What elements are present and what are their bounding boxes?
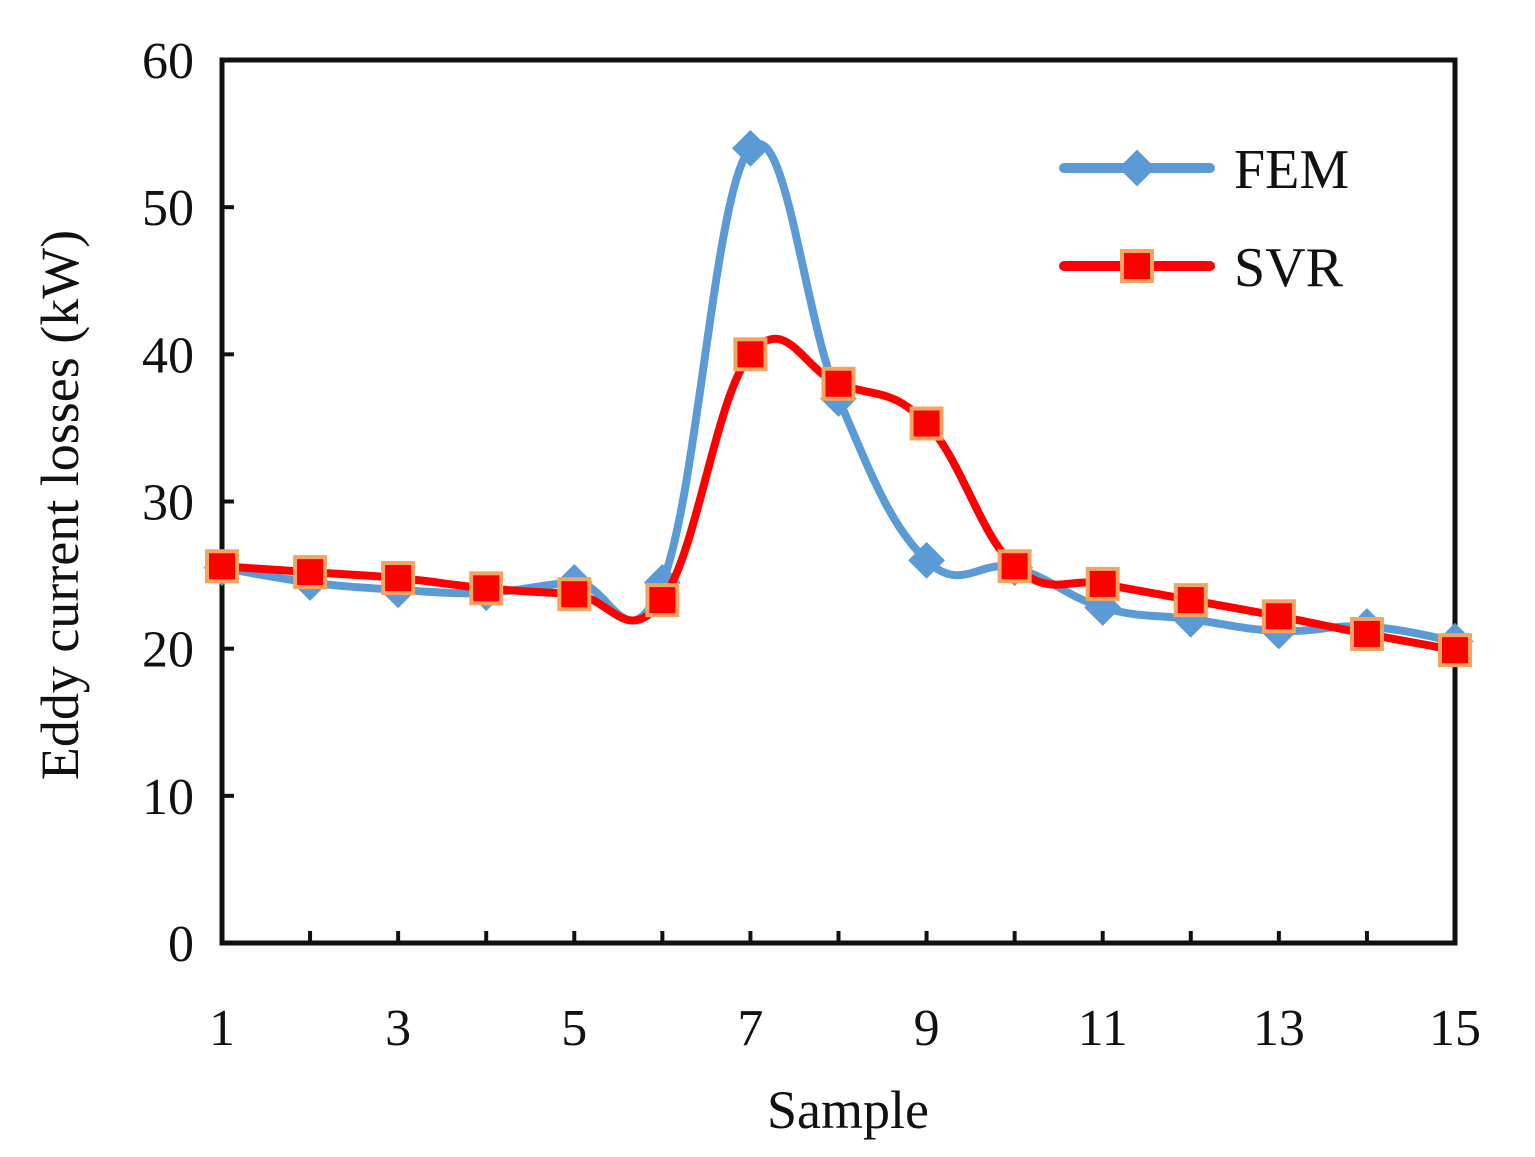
y-tick-label: 10 <box>142 769 194 826</box>
legend-label: SVR <box>1234 237 1344 299</box>
x-tick-label: 3 <box>385 1000 411 1057</box>
fem-point <box>908 541 945 579</box>
svr-point <box>1438 633 1472 668</box>
svr-point <box>997 549 1032 584</box>
svr-point <box>733 337 768 372</box>
y-tick-label: 0 <box>168 916 194 973</box>
svr-point-legend <box>1120 249 1154 283</box>
svr-point <box>1261 599 1296 634</box>
svr-point <box>1085 566 1120 601</box>
y-axis-title: Eddy current losses (kW) <box>30 230 90 780</box>
svr-line <box>218 334 1459 655</box>
svr-point <box>645 583 680 618</box>
fem-point-legend <box>1118 149 1156 187</box>
legend-label: FEM <box>1234 139 1349 201</box>
svr-point <box>557 577 592 612</box>
series-svr <box>205 334 1472 668</box>
svr-point <box>1349 616 1384 651</box>
y-tick-label: 30 <box>142 475 194 532</box>
x-tick-label: 7 <box>737 1000 763 1057</box>
x-tick-label: 15 <box>1429 1000 1481 1057</box>
x-tick-label: 5 <box>561 1000 587 1057</box>
x-tick-label: 13 <box>1253 1000 1305 1057</box>
x-axis-title: Sample <box>767 1080 929 1140</box>
x-tick-label: 9 <box>914 1000 940 1057</box>
x-tick-label: 1 <box>209 1000 235 1057</box>
fem-point <box>732 129 769 167</box>
y-tick-label: 20 <box>142 622 194 679</box>
svr-point <box>293 555 328 590</box>
svr-point <box>381 561 416 596</box>
y-tick-label: 40 <box>142 327 194 384</box>
x-tick-label: 11 <box>1078 1000 1128 1057</box>
svr-point <box>821 366 856 401</box>
legend-item-svr: SVR <box>1059 237 1344 299</box>
y-tick-label: 60 <box>142 33 194 90</box>
svr-point <box>1173 583 1208 618</box>
svr-point <box>205 549 239 584</box>
svr-point <box>909 406 944 441</box>
svr-point <box>469 571 504 606</box>
legend-item-fem: FEM <box>1059 139 1349 201</box>
y-tick-label: 50 <box>142 180 194 237</box>
